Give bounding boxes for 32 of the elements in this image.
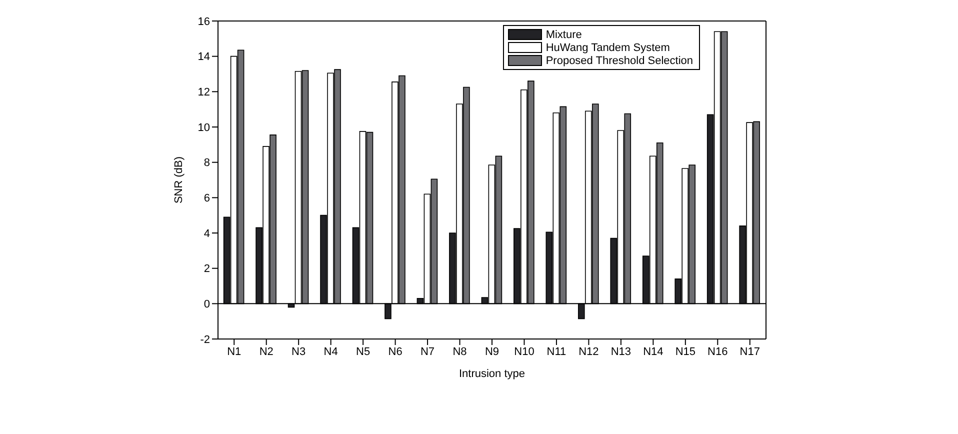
x-tick-label: N7 <box>420 346 435 358</box>
y-tick-label: 0 <box>204 298 210 311</box>
legend-label: HuWang Tandem System <box>546 42 670 54</box>
x-tick-label: N17 <box>740 346 760 358</box>
x-tick-label: N5 <box>356 346 370 358</box>
x-tick-label: N2 <box>259 346 274 358</box>
x-tick-label: N12 <box>578 346 599 358</box>
x-axis-title: Intrusion type <box>458 368 526 380</box>
y-tick-label: 16 <box>198 16 210 28</box>
x-tick-label: N1 <box>227 346 242 358</box>
y-axis-title: SNR (dB) <box>172 156 185 204</box>
x-tick-label: N10 <box>514 346 534 358</box>
x-tick-label: N16 <box>708 346 728 358</box>
x-tick-label: N3 <box>292 346 306 358</box>
x-tick-label: N11 <box>546 346 566 358</box>
x-tick-label: N8 <box>452 346 467 358</box>
legend-label: Mixture <box>546 28 582 40</box>
x-tick-label: N6 <box>388 346 402 358</box>
y-tick-label: 2 <box>204 263 210 276</box>
y-tick-label: 12 <box>198 86 210 99</box>
x-tick-label: N4 <box>324 346 338 358</box>
y-tick-label: -2 <box>200 334 210 346</box>
y-tick-label: 8 <box>204 157 210 170</box>
x-tick-label: N14 <box>643 346 664 358</box>
y-tick-label: 14 <box>198 51 210 64</box>
y-tick-label: 6 <box>204 192 210 205</box>
y-tick-label: 4 <box>204 228 210 240</box>
legend-label: Proposed Threshold Selection <box>546 54 693 66</box>
y-tick-label: 10 <box>198 122 210 134</box>
x-tick-label: N13 <box>610 346 632 358</box>
x-tick-label: N9 <box>484 346 500 358</box>
x-tick-label: N15 <box>675 346 696 358</box>
